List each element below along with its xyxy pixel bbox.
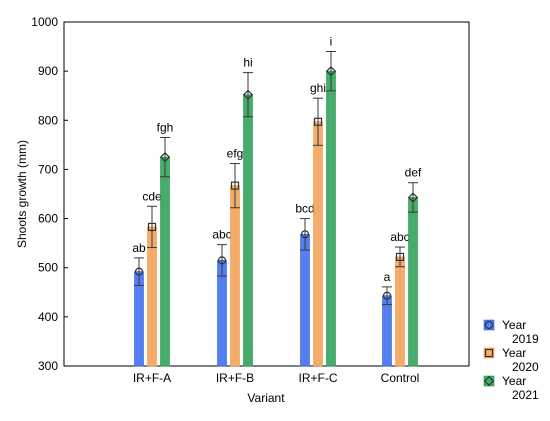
- significance-label: a: [384, 270, 391, 284]
- legend-marker: [484, 348, 494, 358]
- mean-marker: [134, 267, 144, 276]
- legend-swatch: [483, 347, 495, 359]
- bar: [326, 70, 336, 367]
- x-axis-title: Variant: [247, 391, 285, 405]
- bar: [230, 185, 240, 367]
- bar: [395, 256, 405, 367]
- y-tick-label: 800: [38, 113, 58, 127]
- legend-marker: [484, 320, 494, 330]
- x-tick-label: IR+F-A: [133, 371, 171, 385]
- mean-marker: [407, 192, 419, 203]
- mean-marker: [300, 230, 310, 239]
- significance-label: abc: [212, 228, 231, 242]
- y-axis: 300 400 500 600 700 800 900 1000: [31, 15, 68, 373]
- y-tick-label: 300: [38, 359, 58, 373]
- mean-marker: [242, 89, 254, 100]
- bar: [300, 233, 310, 367]
- bar: [313, 121, 323, 367]
- y-axis-title: Shoots growth (mm): [15, 140, 29, 248]
- plot-frame: [63, 21, 470, 367]
- significance-label: i: [330, 34, 333, 48]
- bar: [408, 197, 418, 367]
- significance-label: abc: [390, 230, 409, 244]
- y-tick-label: 900: [38, 64, 58, 78]
- mean-marker: [147, 222, 157, 232]
- legend-label-year: 2021: [512, 388, 539, 402]
- x-tick-label: Control: [381, 371, 420, 385]
- mean-marker: [382, 291, 392, 300]
- bar: [243, 94, 253, 367]
- y-tick-label: 600: [38, 212, 58, 226]
- x-tick-label: IR+F-B: [216, 371, 254, 385]
- significance-label: bcd: [295, 202, 314, 216]
- significance-label: hi: [243, 56, 252, 70]
- significance-label: fgh: [157, 120, 174, 134]
- bar: [160, 156, 170, 367]
- legend-label-year: 2020: [512, 360, 539, 374]
- mean-marker: [313, 117, 323, 126]
- bar: [382, 295, 392, 367]
- legend-swatch: [483, 319, 495, 331]
- legend-label: Year: [502, 374, 526, 388]
- mean-marker: [217, 256, 227, 265]
- significance-label: ab: [132, 241, 146, 255]
- x-axis: IR+F-A IR+F-B IR+F-C Control: [133, 362, 420, 385]
- mean-marker: [325, 65, 337, 77]
- bars: ab abc bcd a cde efg ghi abc fgh hi i def: [132, 34, 422, 367]
- mean-marker: [395, 252, 405, 262]
- y-tick-label: 1000: [31, 15, 58, 29]
- y-tick-label: 400: [38, 310, 58, 324]
- x-tick-label: IR+F-C: [299, 371, 338, 385]
- legend-label-year: 2019: [512, 332, 539, 346]
- y-tick-label: 700: [38, 162, 58, 176]
- y-tick-label: 500: [38, 261, 58, 275]
- mean-marker: [159, 151, 171, 163]
- significance-label: efg: [227, 147, 244, 161]
- legend-label: Year: [502, 346, 526, 360]
- significance-label: def: [405, 166, 422, 180]
- mean-marker: [230, 181, 240, 190]
- significance-label: ghi: [310, 81, 326, 95]
- significance-label: cde: [142, 189, 162, 203]
- legend-label: Year: [502, 318, 526, 332]
- legend-marker: [483, 375, 495, 387]
